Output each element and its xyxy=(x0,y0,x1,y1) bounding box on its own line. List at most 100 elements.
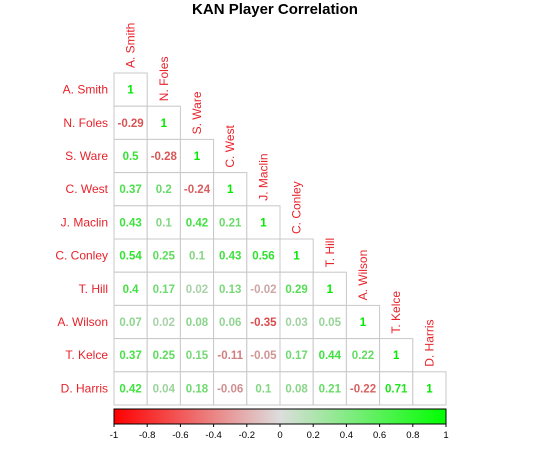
cell-value: -0.05 xyxy=(250,350,277,362)
column-label: S. Ware xyxy=(190,91,204,134)
heatmap-cell xyxy=(345,304,381,340)
column-label: C. Conley xyxy=(290,181,304,234)
cell-value: 0.18 xyxy=(186,383,209,395)
column-label: C. West xyxy=(223,124,237,167)
heatmap-cell xyxy=(213,238,248,273)
cell-value: 0.43 xyxy=(119,217,141,229)
cell-value: 0.56 xyxy=(252,251,274,263)
cell-value: 0.21 xyxy=(319,383,342,395)
row-label: C. Conley xyxy=(55,249,108,263)
cell-value: 0.44 xyxy=(319,350,342,362)
heatmap-cell xyxy=(113,304,148,340)
colorbar-tick-label: -0.2 xyxy=(239,430,255,441)
cell-value: 0.5 xyxy=(123,151,140,163)
cell-value: 0.03 xyxy=(285,317,307,329)
cell-value: 0.08 xyxy=(186,317,209,329)
heatmap-cell xyxy=(113,72,148,107)
heatmap-cell xyxy=(146,271,181,306)
colorbar-tick-label: -0.8 xyxy=(139,430,155,441)
column-label: D. Harris xyxy=(422,319,436,366)
colorbar-tick-label: -1 xyxy=(110,430,118,441)
cell-value: 0.04 xyxy=(153,383,176,395)
heatmap-cell xyxy=(146,238,181,273)
column-label: T. Hill xyxy=(323,238,337,267)
heatmap-cell xyxy=(179,138,215,174)
cell-value: 0.06 xyxy=(219,317,241,329)
heatmap-cell xyxy=(213,371,248,406)
cell-value: -0.24 xyxy=(184,184,211,196)
heatmap-cell xyxy=(179,371,215,406)
cell-value: 0.25 xyxy=(153,350,176,362)
cell-value: -0.02 xyxy=(250,284,276,296)
cell-value: 1 xyxy=(393,350,400,362)
cell-value: -0.11 xyxy=(217,350,243,362)
cell-value: 1 xyxy=(194,151,201,163)
colorbar-tick-label: 0.2 xyxy=(307,430,320,441)
colorbar-tick-label: 0.6 xyxy=(373,430,386,441)
heatmap-cell xyxy=(213,172,248,207)
row-label: D. Harris xyxy=(61,381,108,395)
heatmap-cell xyxy=(146,172,181,207)
heatmap-cell xyxy=(279,371,314,406)
colorbar-tick-label: 0.4 xyxy=(340,430,353,441)
heatmap-cell xyxy=(113,238,148,273)
heatmap-cell xyxy=(146,205,181,240)
row-label: N. Foles xyxy=(63,116,108,130)
cell-value: 0.71 xyxy=(385,383,408,395)
cell-value: 0.4 xyxy=(123,284,140,296)
heatmap-cell xyxy=(113,105,148,140)
cell-value: 0.21 xyxy=(219,217,242,229)
cell-value: 0.1 xyxy=(255,383,272,395)
column-labels: A. Smith N. Foles S. Ware C. West J. Maclin C… xyxy=(124,23,437,367)
row-labels: A. Smith N. Foles S. Ware C. West J. Maclin C… xyxy=(55,83,108,396)
row-label: T. Hill xyxy=(79,282,108,296)
row-label: A. Wilson xyxy=(57,315,108,329)
heatmap-cell xyxy=(113,338,148,373)
heatmap-cell xyxy=(146,371,181,406)
cell-value: -0.06 xyxy=(217,383,243,395)
cell-value: 1 xyxy=(161,118,168,130)
heatmap-cell xyxy=(345,371,381,406)
heatmap-cell xyxy=(213,205,248,240)
chart-title: KAN Player Correlation xyxy=(192,1,358,18)
row-label: J. Maclin xyxy=(61,215,108,229)
column-label: T. Kelce xyxy=(389,291,403,334)
row-label: A. Smith xyxy=(63,83,108,97)
row-label: C. West xyxy=(66,182,109,196)
heatmap-cell xyxy=(179,304,215,340)
cell-value: 0.37 xyxy=(119,184,141,196)
cell-value: 0.1 xyxy=(156,217,173,229)
cell-value: 0.42 xyxy=(186,217,208,229)
colorbar-tick-label: 1 xyxy=(443,430,448,441)
colorbar-tick-label: -0.6 xyxy=(172,430,188,441)
column-label: J. Maclin xyxy=(256,153,270,200)
cell-value: 0.22 xyxy=(352,350,374,362)
cell-value: 0.15 xyxy=(186,350,209,362)
cell-value: -0.22 xyxy=(350,383,376,395)
cell-value: 0.42 xyxy=(119,383,141,395)
colorbar: -1 -0.8 -0.6 -0.4 -0.2 0 0.2 0.4 0.6 0.8 1 xyxy=(110,408,449,441)
cell-value: 0.08 xyxy=(285,383,308,395)
cell-value: 0.43 xyxy=(219,251,241,263)
cell-value: 0.54 xyxy=(119,251,142,263)
column-label: N. Foles xyxy=(157,57,171,102)
colorbar-tick-label: -0.4 xyxy=(205,430,221,441)
cell-value: 1 xyxy=(327,284,334,296)
cell-value: 0.07 xyxy=(119,317,141,329)
colorbar-tick-label: 0.8 xyxy=(406,430,419,441)
heatmap-cell xyxy=(279,338,314,373)
cell-value: 1 xyxy=(293,251,300,263)
cell-value: 0.25 xyxy=(153,251,176,263)
cell-value: 0.05 xyxy=(319,317,342,329)
cell-value: 1 xyxy=(360,317,367,329)
heatmap-cell xyxy=(246,238,281,273)
column-label: A. Wilson xyxy=(356,250,370,301)
heatmap-cells xyxy=(113,72,447,406)
heatmap-cell xyxy=(246,371,281,406)
cell-value: 1 xyxy=(127,85,134,97)
cell-value: 0.29 xyxy=(285,284,307,296)
cell-value: 0.17 xyxy=(285,350,307,362)
row-label: T. Kelce xyxy=(65,348,108,362)
cell-value: 1 xyxy=(260,217,267,229)
